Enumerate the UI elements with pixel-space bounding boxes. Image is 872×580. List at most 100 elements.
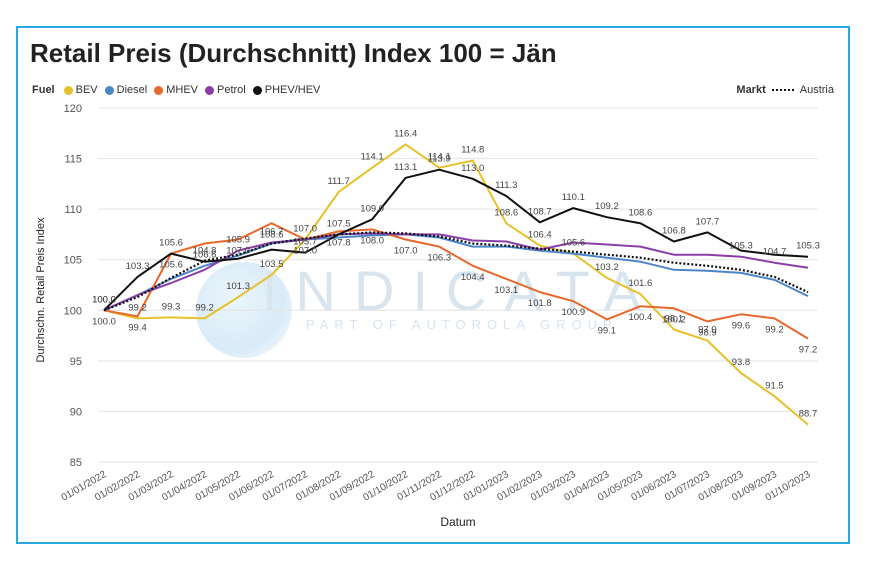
data-label-phev-hev: 109.2 xyxy=(595,201,619,212)
data-label-phev-hev: 103.3 xyxy=(126,261,150,272)
data-label-phev-hev: 110.1 xyxy=(562,192,585,203)
data-label-mhev: 99.4 xyxy=(128,322,147,333)
mhev-dot-icon xyxy=(154,85,164,95)
data-label-phev-hev: 105.6 xyxy=(159,238,183,249)
data-label-phev-hev: 113.0 xyxy=(461,163,484,174)
data-label-mhev: 108.6 xyxy=(260,229,284,240)
data-label-bev: 106.4 xyxy=(528,230,552,241)
data-label-mhev: 107.0 xyxy=(394,245,418,256)
series-line-mhev xyxy=(103,222,809,340)
data-label-bev: 114.8 xyxy=(461,145,484,156)
data-label-phev-hev: 104.8 xyxy=(193,246,217,257)
data-label-phev-hev: 105.3 xyxy=(796,241,820,252)
data-label-bev: 114.1 xyxy=(428,152,451,163)
y-axis-label: Durchschn. Retail Preis Index xyxy=(35,217,47,362)
data-label-mhev: 100.9 xyxy=(561,307,585,318)
data-label-bev: 91.5 xyxy=(765,380,784,391)
data-label-phev-hev: 111.3 xyxy=(495,180,517,191)
data-label-mhev: 101.8 xyxy=(528,298,552,309)
data-label-bev: 101.3 xyxy=(226,281,250,292)
y-tick-label: 95 xyxy=(70,356,82,368)
data-label-phev-hev: 106.7 xyxy=(260,227,284,238)
legend-label-austria[interactable]: Austria xyxy=(799,84,834,96)
legend-label-diesel: Diesel xyxy=(116,84,148,96)
data-label-phev-hev: 106.8 xyxy=(662,226,686,237)
series-line-phev-hev xyxy=(103,168,809,312)
data-label-bev: 114.1 xyxy=(361,152,384,163)
data-label-phev-hev: 113.1 xyxy=(394,162,417,173)
legend-item-diesel[interactable]: Diesel xyxy=(104,84,148,96)
data-label-mhev: 100.0 xyxy=(92,316,116,327)
fuel-legend: Fuel BEV Diesel MHEV Petrol PHEV/HEV xyxy=(32,84,320,96)
y-tick-label: 105 xyxy=(64,255,82,267)
data-label-bev: 99.2 xyxy=(128,302,147,313)
data-label-mhev: 105.6 xyxy=(159,260,183,271)
data-label-bev: 88.7 xyxy=(799,409,818,420)
legend-item-bev[interactable]: BEV xyxy=(63,84,98,96)
data-label-mhev: 104.4 xyxy=(461,272,485,283)
y-tick-label: 110 xyxy=(64,204,82,216)
data-label-mhev: 99.6 xyxy=(732,320,751,331)
series-line-bev xyxy=(103,143,809,426)
grid-lines xyxy=(98,107,818,463)
data-label-phev-hev: 105.7 xyxy=(293,237,317,248)
data-label-mhev: 103.1 xyxy=(494,285,518,296)
data-label-bev: 101.6 xyxy=(628,278,652,289)
data-label-phev-hev: 105.9 xyxy=(226,235,250,246)
legend-item-petrol[interactable]: Petrol xyxy=(205,84,246,96)
legend-label-bev: BEV xyxy=(75,84,98,96)
legend-label-mhev: MHEV xyxy=(166,84,198,96)
data-label-mhev: 100.2 xyxy=(662,314,686,325)
data-labels: 100.0 99.2 99.3 99.2 101.3 103.5 107.0 111.7 114… xyxy=(92,128,820,419)
market-legend-title: Markt xyxy=(736,84,766,96)
data-label-phev-hev: 100.0 xyxy=(92,294,116,305)
data-label-mhev: 107.8 xyxy=(327,237,351,248)
data-label-phev-hev: 108.7 xyxy=(528,206,552,217)
legend-label-petrol: Petrol xyxy=(217,84,246,96)
data-label-bev: 98.1 xyxy=(665,314,684,325)
data-label-bev: 100.0 xyxy=(92,294,116,305)
data-label-bev: 97.0 xyxy=(698,325,717,336)
data-label-bev: 111.7 xyxy=(327,176,349,187)
legend-label-phev: PHEV/HEV xyxy=(264,84,321,96)
diesel-dot-icon xyxy=(104,85,114,95)
legend-item-phev[interactable]: PHEV/HEV xyxy=(252,84,321,96)
data-label-bev: 105.6 xyxy=(561,238,585,249)
data-label-phev-hev: 104.7 xyxy=(763,247,787,258)
data-label-bev: 99.2 xyxy=(195,302,214,313)
data-label-mhev: 107.0 xyxy=(293,245,317,256)
data-label-bev: 103.5 xyxy=(260,259,284,270)
x-axis-label: Datum xyxy=(440,515,475,529)
data-label-bev: 99.3 xyxy=(162,301,181,312)
data-label-mhev: 99.2 xyxy=(765,324,784,335)
data-label-phev-hev: 105.3 xyxy=(729,241,753,252)
data-label-mhev: 108.0 xyxy=(360,235,384,246)
market-legend: Markt Austria xyxy=(736,84,834,96)
y-tick-label: 85 xyxy=(70,457,82,469)
data-label-mhev: 99.1 xyxy=(598,325,617,336)
data-label-bev: 103.2 xyxy=(595,262,619,273)
data-label-mhev: 106.6 xyxy=(193,250,217,261)
data-label-mhev: 98.9 xyxy=(698,327,717,338)
data-label-mhev: 106.3 xyxy=(427,253,451,264)
y-axis-ticks: 85 90 95 100 105 110 115 120 xyxy=(64,103,82,469)
data-label-phev-hev: 108.6 xyxy=(628,207,652,218)
bev-dot-icon xyxy=(63,85,73,95)
phev-dot-icon xyxy=(252,85,262,95)
fuel-legend-title: Fuel xyxy=(32,84,55,96)
data-label-mhev: 97.2 xyxy=(799,345,818,356)
y-tick-label: 90 xyxy=(70,406,82,418)
petrol-dot-icon xyxy=(205,85,214,95)
dotted-line-icon xyxy=(771,89,794,91)
data-label-phev-hev: 113.9 xyxy=(428,154,451,165)
data-label-bev: 93.8 xyxy=(732,357,751,368)
y-tick-label: 100 xyxy=(64,305,82,317)
data-label-mhev: 100.4 xyxy=(628,312,652,323)
data-label-phev-hev: 107.7 xyxy=(696,216,720,227)
data-label-phev-hev: 107.5 xyxy=(327,218,351,229)
x-axis-ticks: 01/01/202201/02/202201/03/202201/04/2022… xyxy=(60,469,813,504)
y-tick-label: 120 xyxy=(64,103,82,115)
legend-item-mhev[interactable]: MHEV xyxy=(154,84,198,96)
chart-title: Retail Preis (Durchschnitt) Index 100 = … xyxy=(30,38,557,68)
